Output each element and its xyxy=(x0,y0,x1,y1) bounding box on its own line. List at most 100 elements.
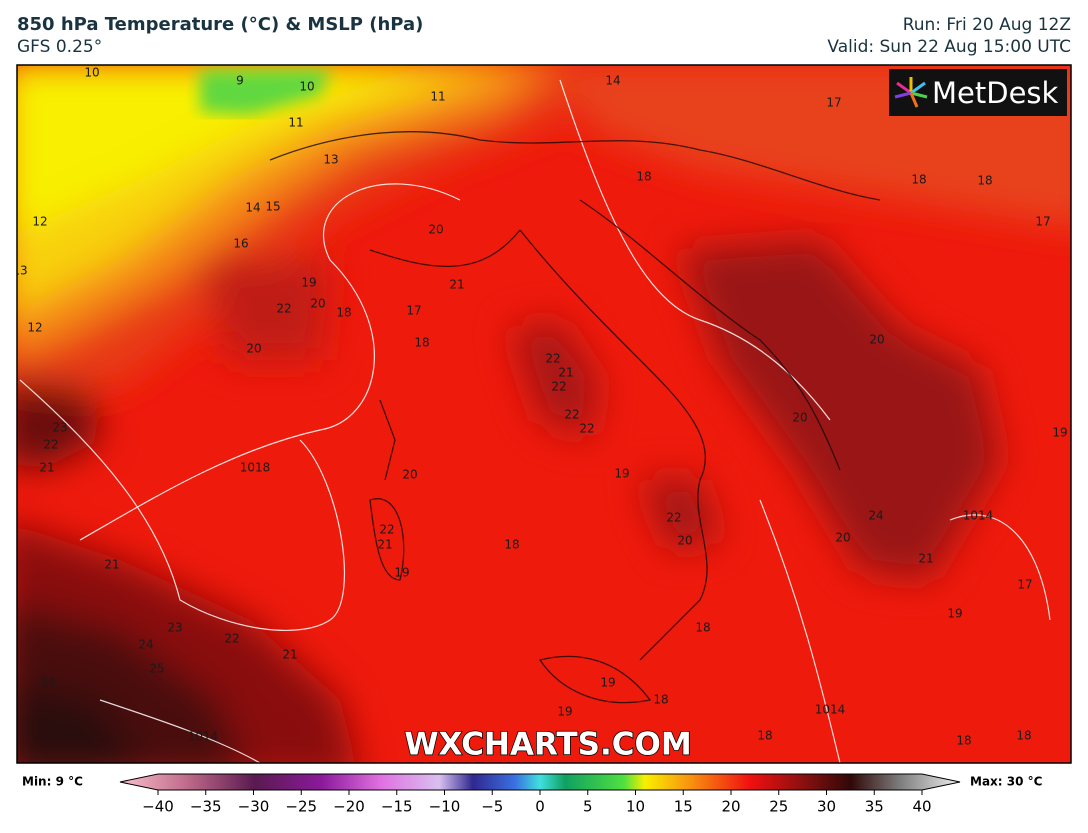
contour-label: 21 xyxy=(449,278,464,292)
contour-label: 17 xyxy=(1035,215,1050,229)
contour-label: 24 xyxy=(868,509,883,523)
contour-label: 20 xyxy=(869,333,884,347)
contour-label: 14 xyxy=(245,201,260,215)
colorbar-tick-label: −30 xyxy=(238,798,270,816)
run-time: Run: Fri 20 Aug 12Z xyxy=(902,15,1071,35)
contour-label: 19 xyxy=(394,566,409,580)
isobar xyxy=(559,79,831,421)
colorbar-tick-label: −25 xyxy=(285,798,317,816)
isobar xyxy=(759,499,841,763)
colorbar-tick-label: −10 xyxy=(429,798,461,816)
coastline xyxy=(369,229,521,267)
contour-label: 20 xyxy=(428,223,443,237)
contour-label: 18 xyxy=(414,336,429,350)
contour-label: 18 xyxy=(653,693,668,707)
contour-label: 25 xyxy=(149,662,164,676)
contour-label: 18 xyxy=(1016,729,1031,743)
contour-label: 22 xyxy=(545,352,560,366)
contour-label: 21 xyxy=(282,648,297,662)
contour-label: 19 xyxy=(1052,426,1067,440)
contour-label: 22 xyxy=(224,632,239,646)
contour-label: 13 xyxy=(12,264,27,278)
coastline xyxy=(379,399,396,481)
contour-label: 14 xyxy=(605,74,620,88)
contour-label: 18 xyxy=(757,729,772,743)
colorbar-ticks: −40 −35 −30 −25 −20 −15 −10 −5 0 5 10 15 20 25 30 35 40 xyxy=(142,790,932,816)
field-balkans xyxy=(680,240,1000,580)
contour-label: 11 xyxy=(430,90,445,104)
contour-label: 10 xyxy=(299,80,314,94)
isobar xyxy=(949,514,1051,621)
contour-label: 22 xyxy=(579,422,594,436)
contour-label: 20 xyxy=(677,534,692,548)
contour-label: 18 xyxy=(977,174,992,188)
contour-label: 15 xyxy=(265,200,280,214)
coastline xyxy=(538,655,652,704)
contour-label: 21 xyxy=(377,538,392,552)
contour-label: 20 xyxy=(402,468,417,482)
field-green xyxy=(200,70,330,115)
coastline xyxy=(369,498,405,581)
max-label: Max: 30 °C xyxy=(970,775,1043,789)
colorbar-tick-label: 0 xyxy=(535,798,545,816)
field-west-dark xyxy=(17,381,100,470)
coastline xyxy=(519,229,708,661)
title: 850 hPa Temperature (°C) & MSLP (hPa) xyxy=(17,14,424,35)
colorbar-tick-label: 15 xyxy=(674,798,693,816)
contour-label: 19 xyxy=(614,467,629,481)
colorbar-tick-label: −20 xyxy=(333,798,365,816)
field-yellow-light xyxy=(17,65,427,233)
field-alps-south xyxy=(200,260,330,360)
contour-label: 19 xyxy=(557,705,572,719)
contour-label: 9 xyxy=(236,74,244,88)
contour-label: 1014 xyxy=(188,730,219,744)
logo-box xyxy=(889,69,1067,116)
contour-label: 22 xyxy=(564,408,579,422)
map-frame xyxy=(16,64,1072,764)
colorbar-tick-label: 35 xyxy=(865,798,884,816)
contour-label: 16 xyxy=(233,237,248,251)
contour-label: 18 xyxy=(336,306,351,320)
logo-icon xyxy=(894,77,928,108)
contour-label: 18 xyxy=(636,170,651,184)
contour-label: 17 xyxy=(1017,578,1032,592)
contour-label: 17 xyxy=(826,96,841,110)
contour-label: 23 xyxy=(167,621,182,635)
contour-label: 1014 xyxy=(815,703,846,717)
colorbar-tick-label: 40 xyxy=(912,798,931,816)
contour-label: 21 xyxy=(104,558,119,572)
colorbar-tick-label: −40 xyxy=(142,798,174,816)
contour-label: 18 xyxy=(956,734,971,748)
colorbar xyxy=(119,773,961,791)
contour-label: 20 xyxy=(835,531,850,545)
isobar xyxy=(79,183,461,541)
valid-time: Valid: Sun 22 Aug 15:00 UTC xyxy=(827,37,1071,57)
colorbar-tick-label: −35 xyxy=(190,798,222,816)
contour-label: 17 xyxy=(406,304,421,318)
contour-label: 18 xyxy=(911,173,926,187)
field-central-italy xyxy=(510,320,600,440)
field-south-italy xyxy=(640,480,720,550)
contour-label: 21 xyxy=(39,461,54,475)
colorbar-tick-label: 10 xyxy=(626,798,645,816)
contour-label: 21 xyxy=(918,552,933,566)
contour-label: 20 xyxy=(792,411,807,425)
contour-label: 12 xyxy=(32,215,47,229)
contour-label: 11 xyxy=(288,116,303,130)
contour-label: 20 xyxy=(246,342,261,356)
colorbar-tick-label: 30 xyxy=(817,798,836,816)
contour-label: 19 xyxy=(947,607,962,621)
contour-label: 22 xyxy=(666,511,681,525)
watermark: WXCHARTS.COM xyxy=(404,727,691,763)
logo-text: MetDesk xyxy=(932,76,1059,110)
contour-label: 12 xyxy=(27,321,42,335)
contour-label: 22 xyxy=(551,380,566,394)
coastlines xyxy=(269,131,881,704)
colorbar-tick-label: 20 xyxy=(721,798,740,816)
contour-label: 26 xyxy=(40,676,55,690)
contour-label: 1018 xyxy=(240,461,271,475)
field-southwest-darkest xyxy=(17,683,140,763)
